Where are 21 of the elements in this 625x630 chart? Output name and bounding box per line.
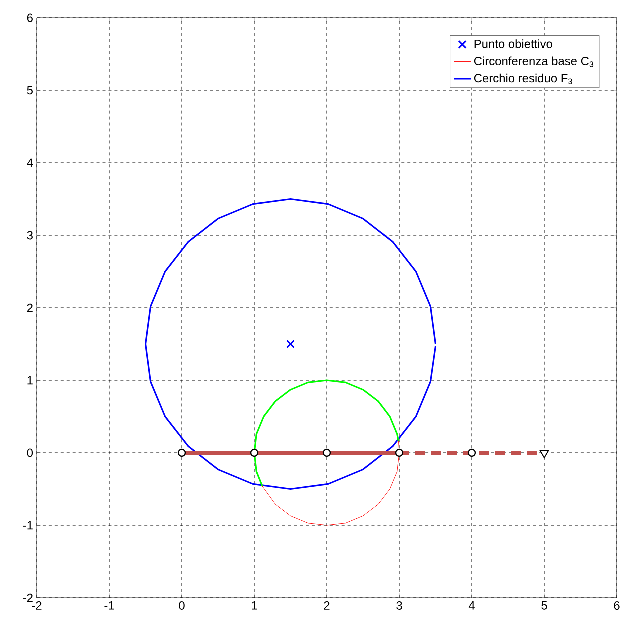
y-tick-label: 0 [27,448,34,458]
legend-label: Punto obiettivo [474,40,552,48]
line-series [144,198,437,490]
y-tick-label: 5 [27,86,33,95]
x-tick-label: 4 [468,602,475,610]
y-tick-label: 1 [28,376,33,385]
y-tick-label: -2 [23,594,33,602]
x-tick-label: 2 [324,602,330,610]
legend-label: Cerchio residuo F$_{3}$ [474,74,572,84]
x-tick-label: 6 [614,602,620,610]
y-tick-label: 6 [27,14,33,22]
x-tick-label: 0 [179,602,185,610]
x-tick-label: 3 [396,602,402,610]
legend-label: Circonferenza base C$_{3}$ [474,56,594,68]
y-tick-label: 4 [27,158,34,168]
y-tick-label: 3 [27,231,33,240]
x-tick-label: -1 [104,602,114,610]
y-tick-label: 2 [27,304,33,312]
y-tick-label: -1 [23,521,33,530]
x-tick-label: 1 [252,602,258,610]
x-tick-label: 5 [542,602,548,610]
